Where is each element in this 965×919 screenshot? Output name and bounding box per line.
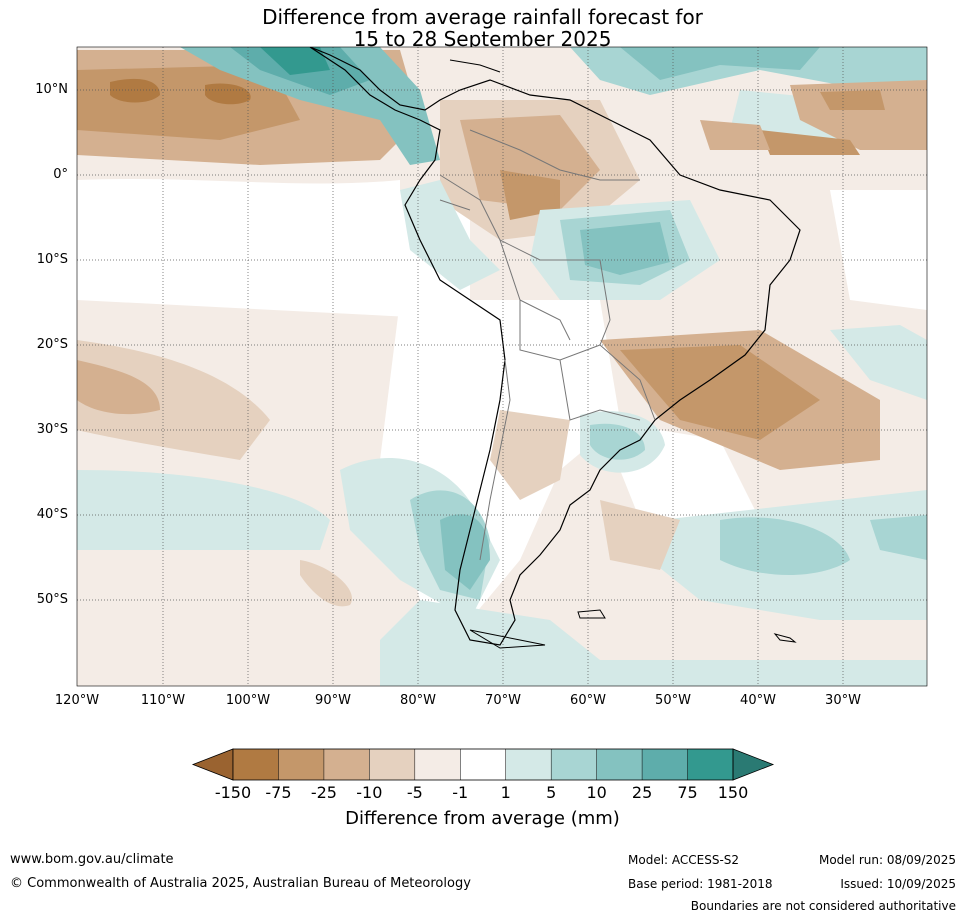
lat-label-0: 0° xyxy=(53,167,68,182)
colorbar-swatch xyxy=(369,749,415,780)
colorbar-tick-label: 75 xyxy=(677,783,698,802)
lon-label-40w: 40°W xyxy=(740,693,776,708)
colorbar-tick-label: 10 xyxy=(586,783,607,802)
colorbar-label: Difference from average (mm) xyxy=(345,808,620,829)
colorbar-swatch xyxy=(414,749,461,780)
footer-model-run: Model run: 08/09/2025 xyxy=(818,853,956,867)
lon-label-50w: 50°W xyxy=(655,693,691,708)
lon-label-60w: 60°W xyxy=(570,693,606,708)
colorbar-tick-label: 150 xyxy=(717,783,749,802)
lon-label-120w: 120°W xyxy=(54,693,100,708)
colorbar-tick-label: -10 xyxy=(356,783,383,802)
colorbar-tick-label: 1 xyxy=(500,783,511,802)
colorbar-swatch xyxy=(233,749,279,780)
colorbar-swatch xyxy=(596,749,643,780)
lon-label-70w: 70°W xyxy=(485,693,521,708)
lat-label-10n: 10°N xyxy=(35,82,68,97)
colorbar-swatch xyxy=(642,749,688,780)
footer-issued: Issued: 10/09/2025 xyxy=(840,877,956,891)
coastline xyxy=(309,47,801,649)
lon-label-110w: 110°W xyxy=(140,693,186,708)
anomaly-field xyxy=(77,47,927,686)
colorbar-tick-label: -1 xyxy=(452,783,469,802)
lat-label-40s: 40°S xyxy=(36,507,68,522)
lon-label-80w: 80°W xyxy=(400,693,436,708)
footer-base-period: Base period: 1981-2018 xyxy=(628,877,773,891)
graticule xyxy=(77,47,927,686)
colorbar-swatch xyxy=(278,749,324,780)
map-title-line-2: 15 to 28 September 2025 xyxy=(353,27,612,51)
colorbar-frame xyxy=(232,748,734,781)
colorbar-swatch xyxy=(551,749,597,780)
colorbar-arrow-low xyxy=(191,748,234,781)
footer-copyright: © Commonwealth of Australia 2025, Austra… xyxy=(10,876,471,891)
lat-label-30s: 30°S xyxy=(36,422,68,437)
colorbar-tick-label: -25 xyxy=(310,783,337,802)
footer-website: www.bom.gov.au/climate xyxy=(10,852,174,867)
lon-label-90w: 90°W xyxy=(315,693,351,708)
colorbar-swatch xyxy=(505,749,552,780)
lat-label-10s: 10°S xyxy=(36,252,68,267)
lat-label-20s: 20°S xyxy=(36,337,68,352)
colorbar-swatch xyxy=(687,749,733,780)
colorbar-tick-label: -75 xyxy=(265,783,292,802)
colorbar-swatch xyxy=(460,749,506,780)
map-title-line-1: Difference from average rainfall forecas… xyxy=(262,5,703,29)
lat-label-50s: 50°S xyxy=(36,592,68,607)
colorbar-tick-label: -5 xyxy=(406,783,423,802)
colorbar-tick-label: -150 xyxy=(214,783,252,802)
country-borders xyxy=(439,129,656,561)
colorbar-swatches xyxy=(191,748,775,781)
lon-label-100w: 100°W xyxy=(225,693,271,708)
colorbar-tick-label: 25 xyxy=(631,783,653,802)
colorbar-arrow-high xyxy=(732,748,775,781)
footer-model: Model: ACCESS-S2 xyxy=(628,853,740,867)
colorbar-tick-label: 5 xyxy=(546,783,557,802)
colorbar-swatch xyxy=(323,749,370,780)
lon-label-30w: 30°W xyxy=(825,693,861,708)
footer-disclaimer: Boundaries are not considered authoritat… xyxy=(690,899,956,913)
